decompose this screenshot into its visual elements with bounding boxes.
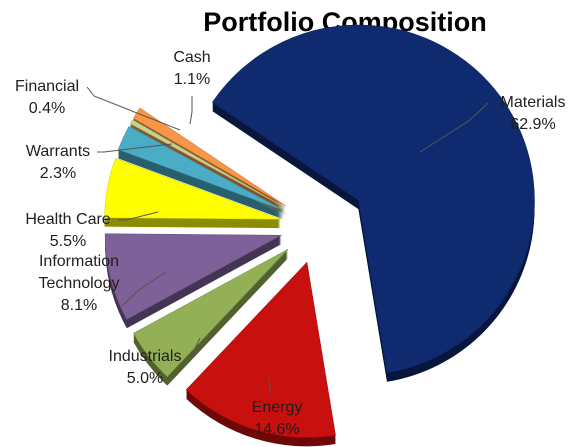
slice-category-label-industrials: Industrials [109,348,182,365]
slice-value-label-financial: 0.4% [29,100,65,117]
slice-information-technology [104,233,283,320]
slice-value-label-cash: 1.1% [174,71,210,88]
slice-value-label-information-technology: 8.1% [61,297,97,314]
slice-health-care [104,158,281,220]
slice-value-label-materials: 62.9% [510,116,555,133]
pie-slices [104,24,535,447]
slice-category-label-financial: Financial [15,78,79,95]
slice-value-label-industrials: 5.0% [127,370,163,387]
slice-value-label-energy: 14.6% [254,421,299,438]
slice-energy [185,261,336,438]
slice-category-label-information-technology: Information [39,253,119,270]
slice-industrials [133,248,289,378]
leader-line-financial [86,86,181,131]
leader-line-materials [419,102,489,153]
slice-warrants [117,126,284,211]
slice-category-label-warrants: Warrants [26,143,90,160]
slice-materials [212,24,535,374]
leader-line-information-technology [121,271,167,307]
slice-category-label-cash: Cash [173,49,210,66]
slice-category-label-information-technology: Technology [39,275,120,292]
leader-line-health-care [118,211,159,221]
leader-line-energy [267,377,271,394]
slice-value-label-warrants: 2.3% [40,165,76,182]
leader-line-industrials [191,337,201,356]
slice-category-label-health-care: Health Care [25,211,110,228]
leader-line-warrants [97,143,173,153]
slice-category-label-energy: Energy [252,399,303,416]
slice-financial [129,119,286,208]
pie-labels: Materials 62.9% Energy 14.6% Industrials 5.0%… [15,49,565,438]
slice-value-label-health-care: 5.5% [50,233,86,250]
slice-category-label-materials: Materials [501,94,566,111]
leader-line-cash [189,96,193,125]
